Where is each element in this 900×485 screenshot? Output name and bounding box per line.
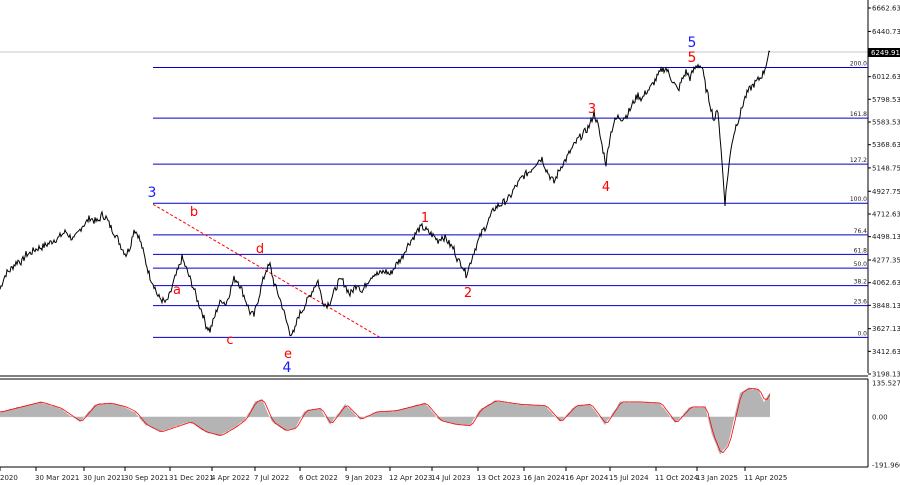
y-axis-tick-label: 3198.13 (872, 371, 900, 379)
x-axis-tick-label: 31 Dec 2021 (169, 474, 214, 482)
oscillator-y-tick-label: 0.00 (872, 413, 888, 421)
x-axis-tick-label: 15 Jul 2024 (609, 474, 649, 482)
y-axis-tick-label: 6440.73 (872, 28, 900, 36)
x-axis-tick-label: 13 Oct 2023 (477, 474, 520, 482)
x-axis-tick-label: 9 Jan 2023 (345, 474, 383, 482)
current-price-tag-text: 6249.91 (871, 49, 900, 57)
fib-level-label: 0.0 (857, 330, 867, 337)
wave-label-minor: a (173, 283, 181, 298)
x-axis-tick-label: 16 Apr 2024 (565, 474, 609, 482)
wave-label-minor: b (190, 205, 198, 220)
price-series (0, 50, 771, 337)
y-axis-tick-label: 5798.53 (872, 96, 900, 104)
correction-trend-line (152, 203, 381, 338)
y-axis-tick-label: 5583.53 (872, 118, 900, 126)
x-axis-tick-label: 12 Apr 2023 (389, 474, 432, 482)
wave-label-minor: 5 (688, 50, 697, 66)
fib-level-label: 127.2 (850, 157, 867, 164)
y-axis-tick-label: 6012.63 (872, 73, 900, 81)
y-axis-tick-label: 3412.63 (872, 348, 900, 356)
wave-label-major: 5 (688, 35, 697, 51)
oscillator-y-tick-label: 135.527 (872, 380, 900, 388)
fib-level-label: 23.6 (854, 299, 868, 306)
wave-label-minor: 3 (588, 102, 596, 117)
wave-label-minor: 2 (464, 286, 472, 301)
oscillator-series (0, 387, 771, 455)
y-axis-tick-label: 5148.75 (872, 164, 900, 172)
x-axis-tick-label: 30 Jun 2021 (83, 474, 125, 482)
current-price-tag: 6249.91 (868, 48, 900, 57)
x-axis-tick-label: 16 Jan 2024 (523, 474, 566, 482)
y-axis-tick-label: 6662.63 (872, 5, 900, 13)
x-axis-tick-label: 30 Sep 2021 (124, 474, 168, 482)
x-axis-tick-label: 7 Jul 2022 (254, 474, 289, 482)
wave-label-minor: e (284, 347, 292, 362)
x-axis-tick-label: 14 Jul 2023 (431, 474, 471, 482)
fib-level-label: 200.0 (850, 60, 867, 67)
oscillator-y-tick-label: -191.966 (872, 462, 900, 470)
y-axis-tick-label: 5368.63 (872, 141, 900, 149)
oscillator-signal-line (0, 387, 771, 454)
x-axis-tick-label: 11 Oct 2024 (655, 474, 699, 482)
y-axis-tick-label: 3848.13 (872, 302, 900, 310)
fib-level-label: 161.8 (850, 111, 867, 118)
wave-label-minor: c (226, 333, 233, 348)
wave-label-minor: d (256, 242, 264, 257)
wave-label-major: 4 (283, 360, 292, 376)
fib-level-label: 100.0 (850, 196, 867, 203)
y-axis-tick-label: 4712.63 (872, 211, 900, 219)
y-axis-tick-label: 4927.75 (872, 188, 900, 196)
fibonacci-levels: 200.0 161.8 127.2 100.0 76.4 61.8 50.0 38.2 23.6… (153, 60, 868, 338)
oscillator-histogram (0, 387, 770, 455)
fib-level-label: 76.4 (854, 228, 868, 235)
fib-level-label: 61.8 (854, 247, 868, 254)
fib-level-label: 38.2 (854, 279, 868, 286)
wave-label-minor: 1 (421, 211, 429, 226)
y-axis-tick-label: 3627.13 (872, 325, 900, 333)
fib-level-label: 50.0 (854, 261, 868, 268)
y-axis-tick-label: 4498.13 (872, 233, 900, 241)
wave-label-major: 3 (148, 185, 157, 201)
wave-label-minor: 4 (602, 180, 610, 195)
oscillator-y-axis-ticks: 135.527 0.00 -191.966 (872, 380, 900, 470)
x-axis-tick-label: 2020 (0, 474, 18, 482)
x-axis-tick-label: 6 Oct 2022 (299, 474, 338, 482)
y-axis-tick-label: 4062.63 (872, 279, 900, 287)
x-axis-tick-label: 11 Apr 2025 (744, 474, 787, 482)
y-axis-ticks: 6662.63 6440.73 6012.63 5798.53 5583.53 5368.… (868, 5, 900, 379)
x-axis-tick-label: 13 Jan 2025 (696, 474, 738, 482)
x-axis-tick-label: 30 Mar 2021 (35, 474, 79, 482)
x-axis-tick-label: 4 Apr 2022 (211, 474, 250, 482)
current-price-tag-bg (868, 48, 900, 57)
price-line (0, 50, 771, 337)
y-axis-tick-label: 4277.35 (872, 256, 900, 264)
